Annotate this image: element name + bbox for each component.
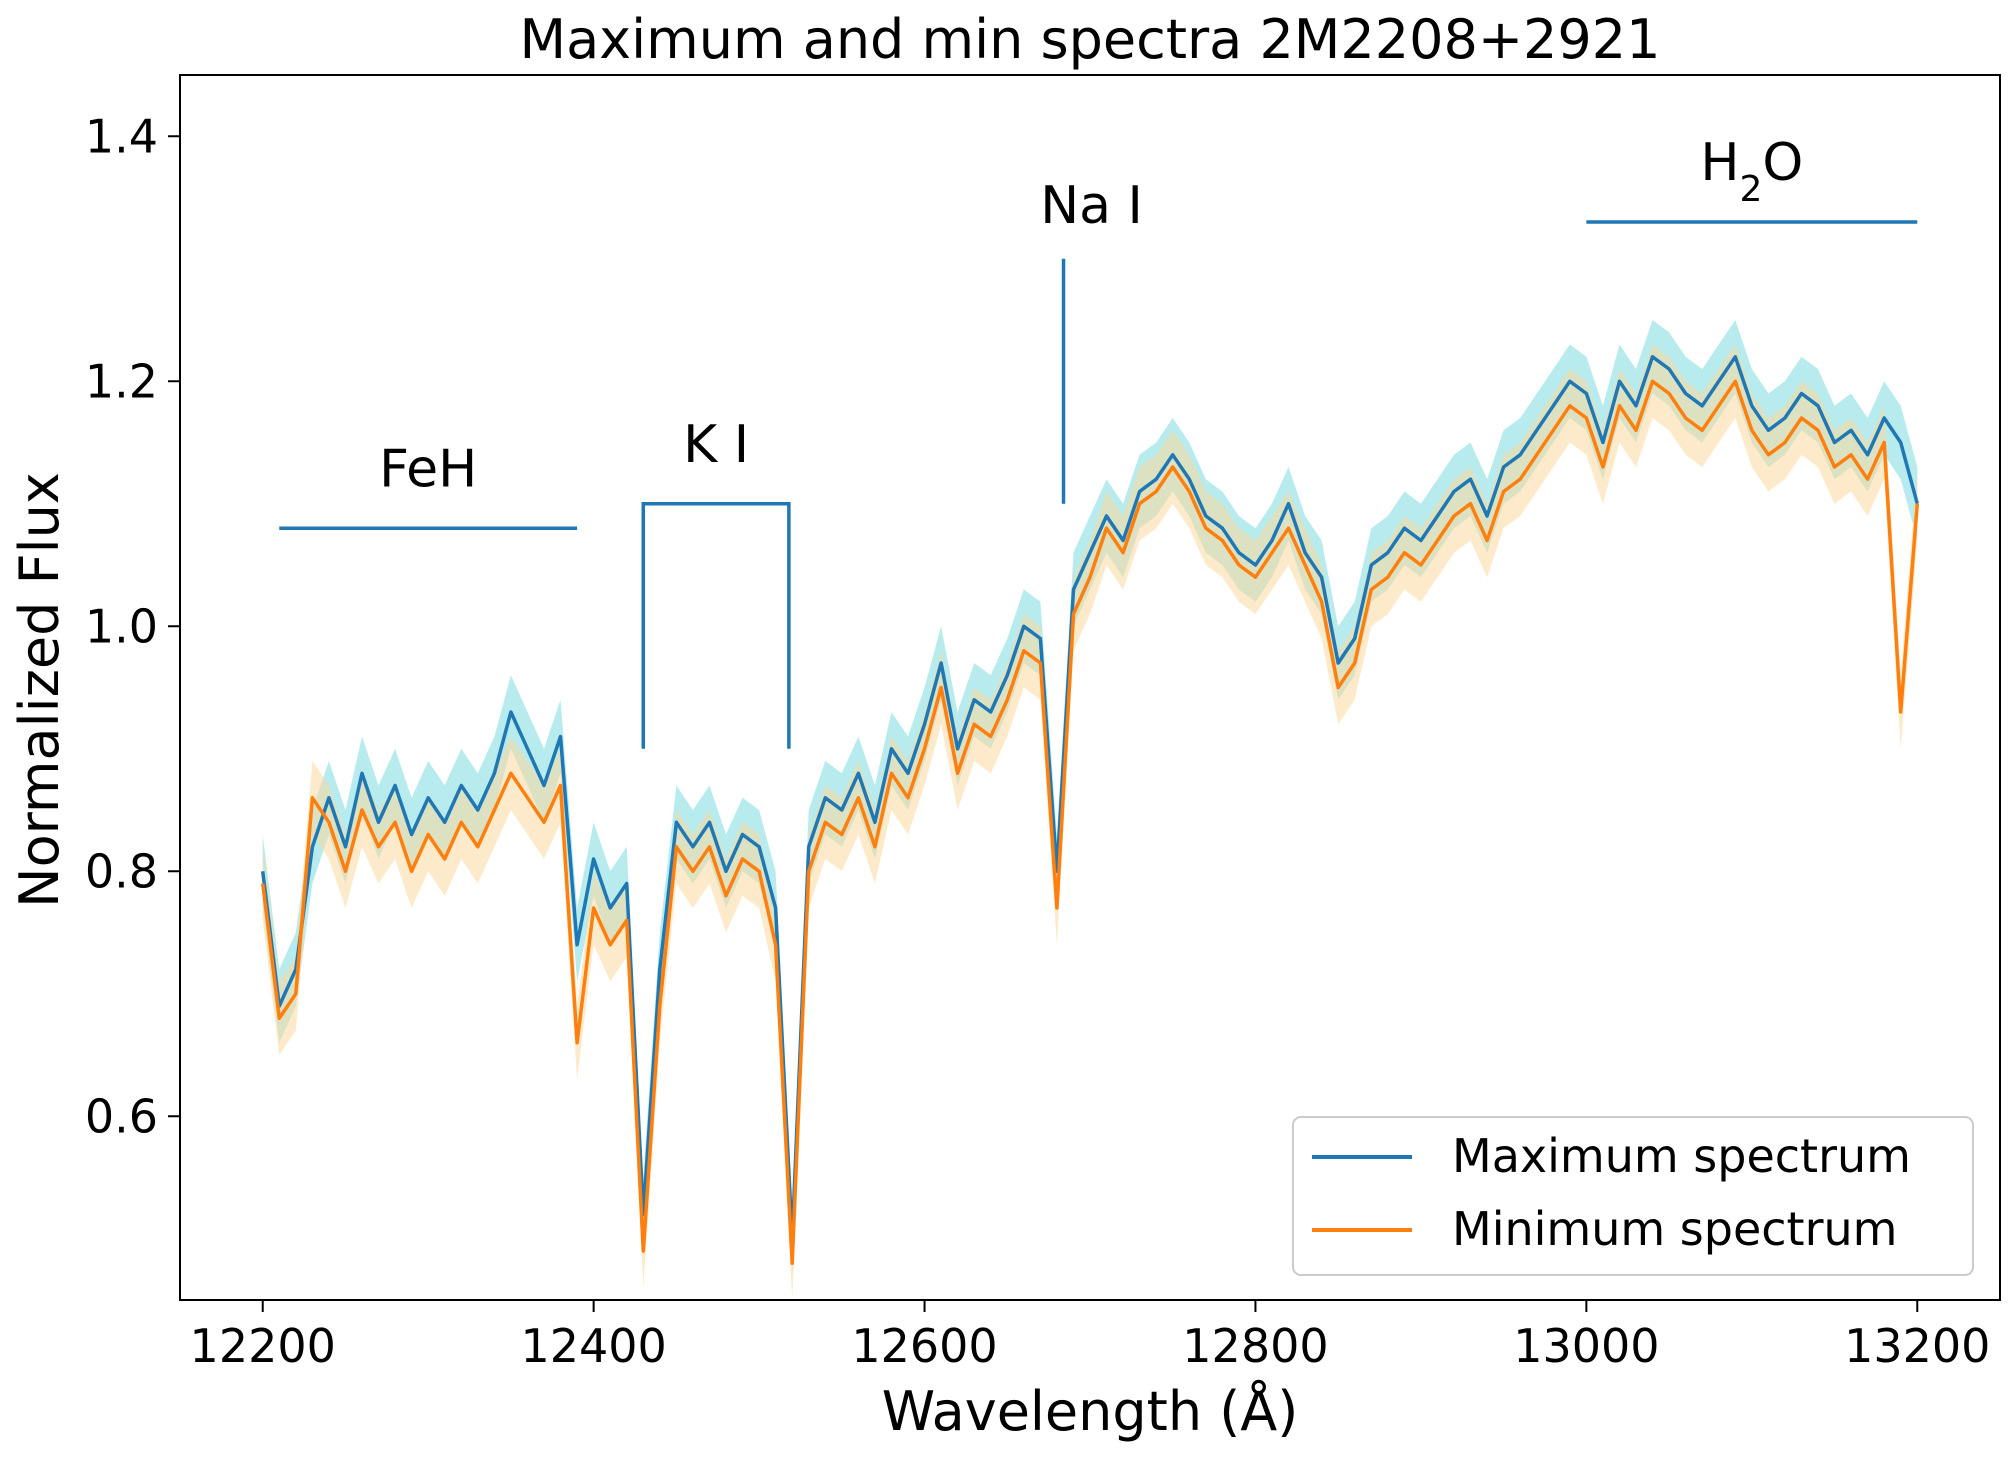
annotation-ki-bracket bbox=[641, 502, 791, 749]
legend: Maximum spectrum Minimum spectrum bbox=[1292, 1116, 1974, 1276]
annotation-feh-label: FeH bbox=[379, 439, 477, 499]
band-minimum bbox=[262, 344, 1918, 1300]
y-tick-label: 0.8 bbox=[85, 844, 158, 898]
x-axis-label: Wavelength (Å) bbox=[882, 1379, 1299, 1443]
legend-box bbox=[1292, 1116, 1974, 1276]
x-tick-label: 12600 bbox=[851, 1319, 997, 1373]
annotation-nai: Na I bbox=[1040, 176, 1143, 504]
y-tick-label: 1.2 bbox=[85, 354, 158, 408]
y-axis-label: Normalized Flux bbox=[8, 472, 71, 908]
x-tick-label: 12200 bbox=[190, 1319, 336, 1373]
x-tick-label: 13000 bbox=[1513, 1319, 1659, 1373]
annotation-h2o-label: H2O bbox=[1700, 133, 1803, 210]
y-axis-ticks: 0.6 0.8 1.0 1.2 1.4 bbox=[85, 109, 180, 1143]
x-axis-ticks: 12200 12400 12600 12800 13000 13200 bbox=[190, 1300, 1990, 1373]
x-tick-label: 13200 bbox=[1844, 1319, 1990, 1373]
plot-frame bbox=[179, 74, 2001, 1301]
spectrum-lines bbox=[260, 355, 1920, 1266]
legend-label-maximum: Maximum spectrum bbox=[1452, 1129, 1911, 1183]
series-line-minimum bbox=[260, 379, 1920, 1266]
annotation-nai-label: Na I bbox=[1040, 176, 1143, 236]
series-line-maximum bbox=[260, 355, 1919, 1241]
y-tick-label: 1.0 bbox=[85, 599, 158, 653]
chart-title: Maximum and min spectra 2M2208+2921 bbox=[520, 8, 1661, 71]
x-tick-label: 12800 bbox=[1182, 1319, 1328, 1373]
annotation-h2o: H2O bbox=[1586, 133, 1918, 224]
legend-label-minimum: Minimum spectrum bbox=[1452, 1202, 1897, 1256]
x-tick-label: 12400 bbox=[520, 1319, 666, 1373]
annotation-ki-label: K I bbox=[683, 415, 749, 475]
annotation-feh: FeH bbox=[279, 439, 578, 530]
annotation-ki: K I bbox=[641, 415, 791, 749]
y-tick-label: 1.4 bbox=[85, 109, 158, 163]
line-annotations: FeH K I Na I H2O bbox=[279, 133, 1918, 749]
uncertainty-bands bbox=[262, 320, 1918, 1300]
y-tick-label: 0.6 bbox=[85, 1089, 158, 1143]
